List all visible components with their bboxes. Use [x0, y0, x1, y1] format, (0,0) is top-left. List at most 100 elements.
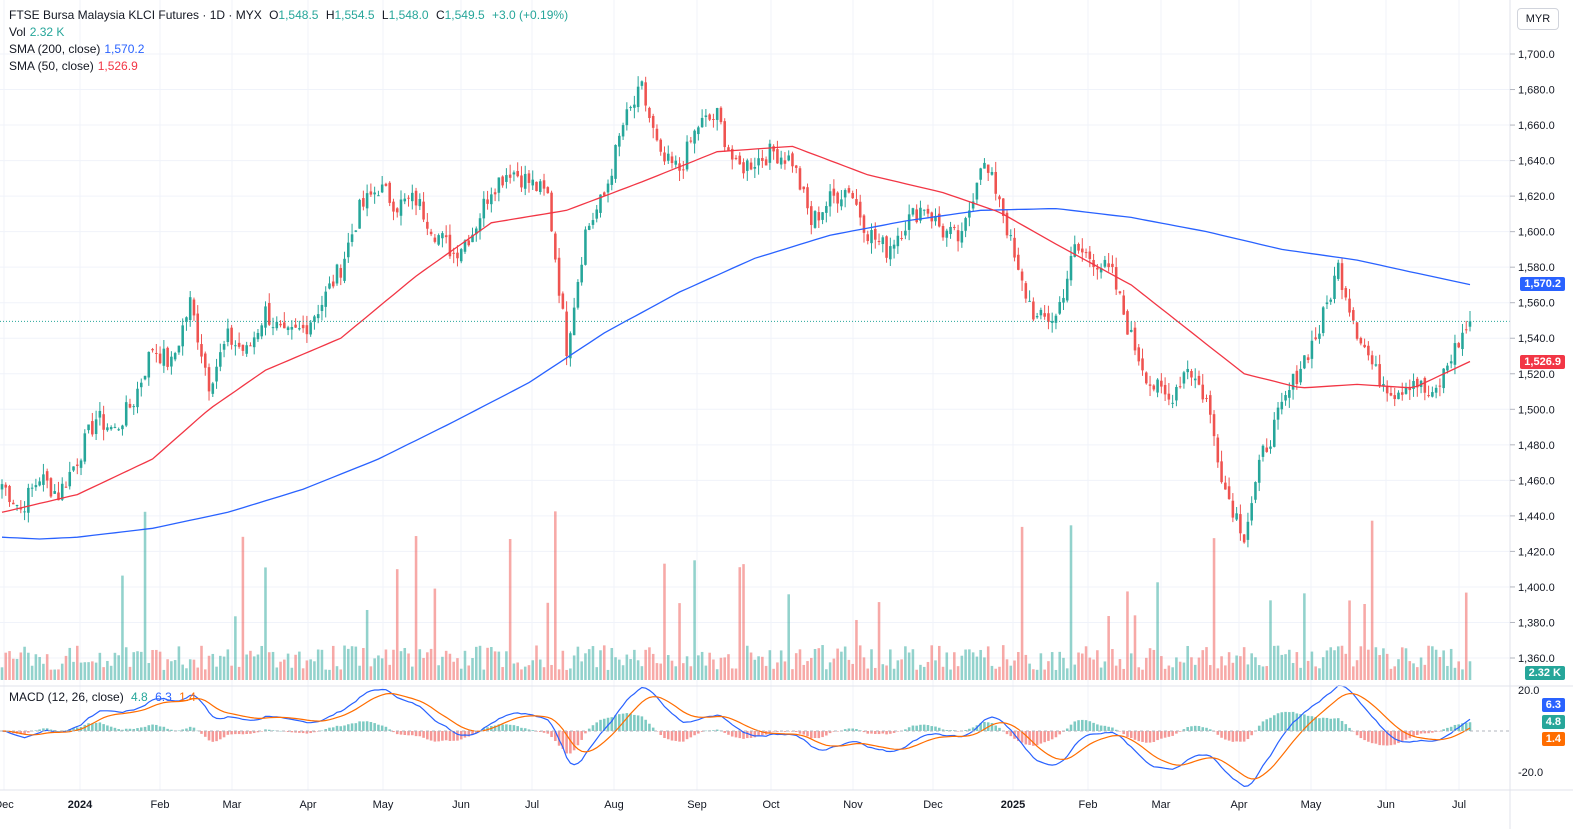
candle-body: [482, 198, 486, 219]
candle-body: [365, 193, 369, 209]
volume-bar: [1050, 652, 1054, 680]
macd-hist-bar: [1336, 718, 1340, 731]
sma200-legend[interactable]: SMA (200, close) 1,570.2: [9, 42, 145, 56]
candle-body: [1220, 461, 1223, 483]
candle-body: [565, 311, 568, 357]
candle-body: [1269, 446, 1272, 449]
volume-bar: [91, 661, 94, 680]
volume-bar: [1257, 665, 1261, 680]
candle-body: [331, 281, 335, 287]
candle-body: [471, 234, 474, 243]
macd-hist-bar: [177, 730, 181, 732]
candle-body: [1020, 271, 1024, 281]
candle-body: [271, 327, 275, 329]
candle-body: [121, 425, 124, 430]
macd-hist-bar: [1178, 731, 1182, 732]
candle-body: [433, 237, 437, 242]
symbol-title[interactable]: FTSE Bursa Malaysia KLCI Futures · 1D · …: [9, 8, 262, 22]
volume-bar: [606, 669, 610, 680]
macd-hist-bar: [23, 731, 26, 735]
macd-hist-bar: [1231, 731, 1235, 742]
macd-hist-bar: [1272, 715, 1276, 731]
candle-body: [57, 492, 60, 501]
candle-body: [429, 231, 433, 235]
candle-body: [889, 246, 892, 260]
candle-body: [1453, 343, 1457, 365]
time-tick-label: Jul: [1452, 799, 1466, 811]
price-tick-label: 1,480.0: [1518, 440, 1555, 452]
macd-hist-bar: [19, 731, 23, 735]
candle-body: [810, 206, 813, 225]
macd-hist-bar: [1032, 731, 1035, 746]
volume-bar: [1039, 653, 1043, 680]
macd-hist-bar: [565, 731, 568, 754]
candle-body: [817, 212, 821, 221]
volume-bar: [1449, 648, 1453, 680]
macd-hist-bar: [768, 731, 772, 733]
currency-button[interactable]: MYR: [1517, 8, 1559, 30]
volume-bar: [960, 655, 964, 680]
volume-bar: [1359, 646, 1363, 680]
price-tick-label: 1,400.0: [1518, 582, 1555, 594]
volume-bar: [30, 665, 34, 680]
macd-hist-bar: [1370, 731, 1374, 744]
candle-body: [791, 153, 794, 167]
volume-bar: [787, 594, 790, 680]
volume-legend[interactable]: Vol 2.32 K: [9, 25, 65, 39]
macd-hist-bar: [832, 731, 836, 732]
macd-tick-label: 20.0: [1518, 685, 1539, 697]
macd-hist-bar: [1167, 731, 1171, 737]
volume-bar: [550, 664, 553, 680]
macd-hist-bar: [1374, 731, 1378, 744]
volume-bar: [139, 651, 143, 680]
candle-body: [68, 471, 72, 487]
price-axis[interactable]: 1,700.0 1,680.0 1,660.0 1,640.0 1,620.0 1,600…: [1510, 49, 1555, 665]
macd-hist-bar: [1220, 731, 1223, 738]
macd-hist-bar: [911, 725, 915, 731]
candle-body: [960, 231, 964, 243]
volume-bar: [1190, 657, 1193, 680]
macd-hist-bar: [990, 723, 994, 731]
macd-hist-bar: [452, 731, 455, 741]
macd-hist-bar: [1355, 731, 1359, 736]
volume-bar: [121, 575, 124, 680]
sma50-legend[interactable]: SMA (50, close) 1,526.9: [9, 59, 138, 73]
candle-body: [414, 190, 418, 206]
candle-body: [1118, 291, 1122, 294]
macd-hist-bar: [776, 731, 779, 732]
volume-bar: [102, 667, 105, 680]
candle-body: [444, 235, 448, 238]
candle-body: [181, 325, 184, 347]
candle-body: [836, 192, 839, 204]
volume-bar: [252, 656, 256, 680]
volume-bar: [418, 649, 422, 680]
macd-hist-bar: [727, 731, 730, 735]
volume-bar: [384, 649, 388, 680]
candle-body: [1205, 398, 1208, 400]
volume-bar: [813, 649, 817, 680]
candle-body: [828, 191, 832, 207]
volume-bar: [1419, 657, 1423, 680]
macd-hist-bar: [847, 728, 851, 731]
time-axis[interactable]: Dec 2024 Feb Mar Apr May Jun Jul Aug Sep Oct Nov Dec…: [0, 799, 1466, 811]
volume-bar: [1182, 662, 1186, 680]
macd-hist-bar: [493, 725, 497, 731]
volume-bar: [433, 588, 437, 680]
macd-hist-bar: [1009, 731, 1013, 737]
macd-hist-bar: [1114, 729, 1118, 731]
macd-hist-bar: [772, 731, 775, 732]
macd-legend[interactable]: MACD (12, 26, close) 4.8 6.3 1.4: [9, 690, 196, 704]
volume-bar: [1280, 654, 1284, 680]
volume-bar: [998, 666, 1001, 680]
candle-body: [1352, 310, 1355, 321]
volume-bar: [87, 662, 90, 680]
macd-hist-bar: [354, 723, 358, 731]
volume-bar: [633, 649, 636, 680]
candle-body: [1370, 355, 1374, 365]
volume-bar: [1220, 656, 1223, 680]
macd-hist-bar: [76, 727, 79, 731]
volume-bar: [727, 654, 730, 680]
candle-body: [1464, 329, 1468, 331]
macd-hist-bar: [1242, 731, 1246, 742]
